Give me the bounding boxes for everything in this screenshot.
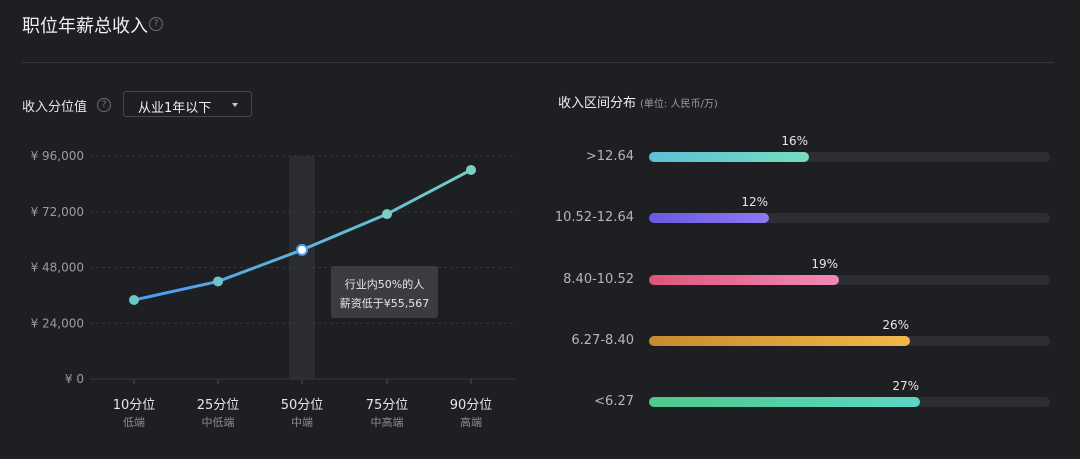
distribution-title: 收入区间分布 (单位: 人民币/万)	[558, 92, 718, 111]
data-point	[213, 276, 223, 287]
data-point	[129, 295, 139, 306]
chart-tooltip: 行业内50%的人 薪资低于¥55,567	[331, 266, 438, 318]
section-divider	[22, 62, 1054, 63]
x-tick-sublabel: 中高端	[371, 415, 404, 429]
distribution-row: 8.40-10.52 19%	[0, 257, 1080, 300]
data-point-highlight	[296, 243, 308, 256]
bar-track	[649, 397, 1050, 407]
bar-category-label: 8.40-10.52	[563, 272, 634, 287]
x-tick-sublabel: 高端	[460, 415, 482, 429]
x-tick-label: 25分位	[197, 398, 240, 413]
bar-fill	[649, 213, 769, 223]
page-title: 职位年薪总收入	[22, 16, 148, 37]
bar-fill	[649, 152, 809, 162]
bar-fill	[649, 275, 839, 285]
y-tick-label: ¥ 48,000	[31, 261, 84, 275]
bar-category-label: <6.27	[594, 394, 634, 409]
bar-category-label: 6.27-8.40	[571, 333, 634, 348]
x-tick-label: 50分位	[281, 398, 324, 413]
distribution-row: 10.52-12.64 12%	[0, 195, 1080, 238]
y-tick-label: ¥ 24,000	[31, 316, 84, 330]
help-icon[interactable]: ?	[149, 17, 163, 31]
x-tick-sublabel: 中端	[291, 416, 313, 429]
y-tick-label: ¥ 96,000	[31, 149, 84, 163]
bar-percent-label: 16%	[781, 134, 808, 148]
data-point	[382, 209, 392, 220]
percentile-line-chart: ¥ 0 ¥ 24,000 ¥ 48,000 ¥ 72,000 ¥ 96,000 10分位低…	[31, 149, 515, 429]
bar-percent-label: 27%	[892, 379, 919, 393]
bar-track	[649, 152, 1050, 162]
percentile-label: 收入分位值	[22, 100, 88, 115]
x-tick-label: 90分位	[450, 398, 493, 413]
bar-track	[649, 336, 1050, 346]
percentile-help-icon[interactable]: ?	[97, 98, 111, 112]
bar-percent-label: 26%	[882, 318, 909, 332]
y-tick-label: ¥ 72,000	[31, 205, 84, 219]
bar-track	[649, 275, 1050, 285]
bar-percent-label: 12%	[741, 195, 768, 209]
distribution-row: 6.27-8.40 26%	[0, 318, 1080, 361]
experience-dropdown-value: 从业1年以下	[138, 101, 212, 116]
data-point	[466, 164, 476, 175]
experience-dropdown[interactable]: 从业1年以下	[123, 91, 252, 117]
y-tick-label: ¥ 0	[65, 372, 84, 386]
tooltip-line-2: 薪资低于¥55,567	[339, 297, 430, 310]
bar-track	[649, 213, 1050, 223]
distribution-row: >12.64 16%	[0, 134, 1080, 177]
tooltip-line-1: 行业内50%的人	[344, 278, 425, 291]
distribution-row: <6.27 27%	[0, 379, 1080, 422]
distribution-unit: (单位: 人民币/万)	[640, 99, 718, 110]
x-tick-label: 10分位	[113, 398, 156, 413]
x-tick-label: 75分位	[366, 398, 409, 413]
x-tick-sublabel: 中低端	[202, 416, 235, 429]
bar-fill	[649, 336, 910, 346]
x-tick-sublabel: 低端	[123, 416, 145, 429]
bar-fill	[649, 397, 920, 407]
distribution-title-text: 收入区间分布	[558, 96, 637, 111]
bar-percent-label: 19%	[811, 257, 838, 271]
caret-down-icon	[232, 103, 238, 107]
bar-category-label: 10.52-12.64	[554, 210, 634, 225]
bar-category-label: >12.64	[585, 149, 634, 164]
